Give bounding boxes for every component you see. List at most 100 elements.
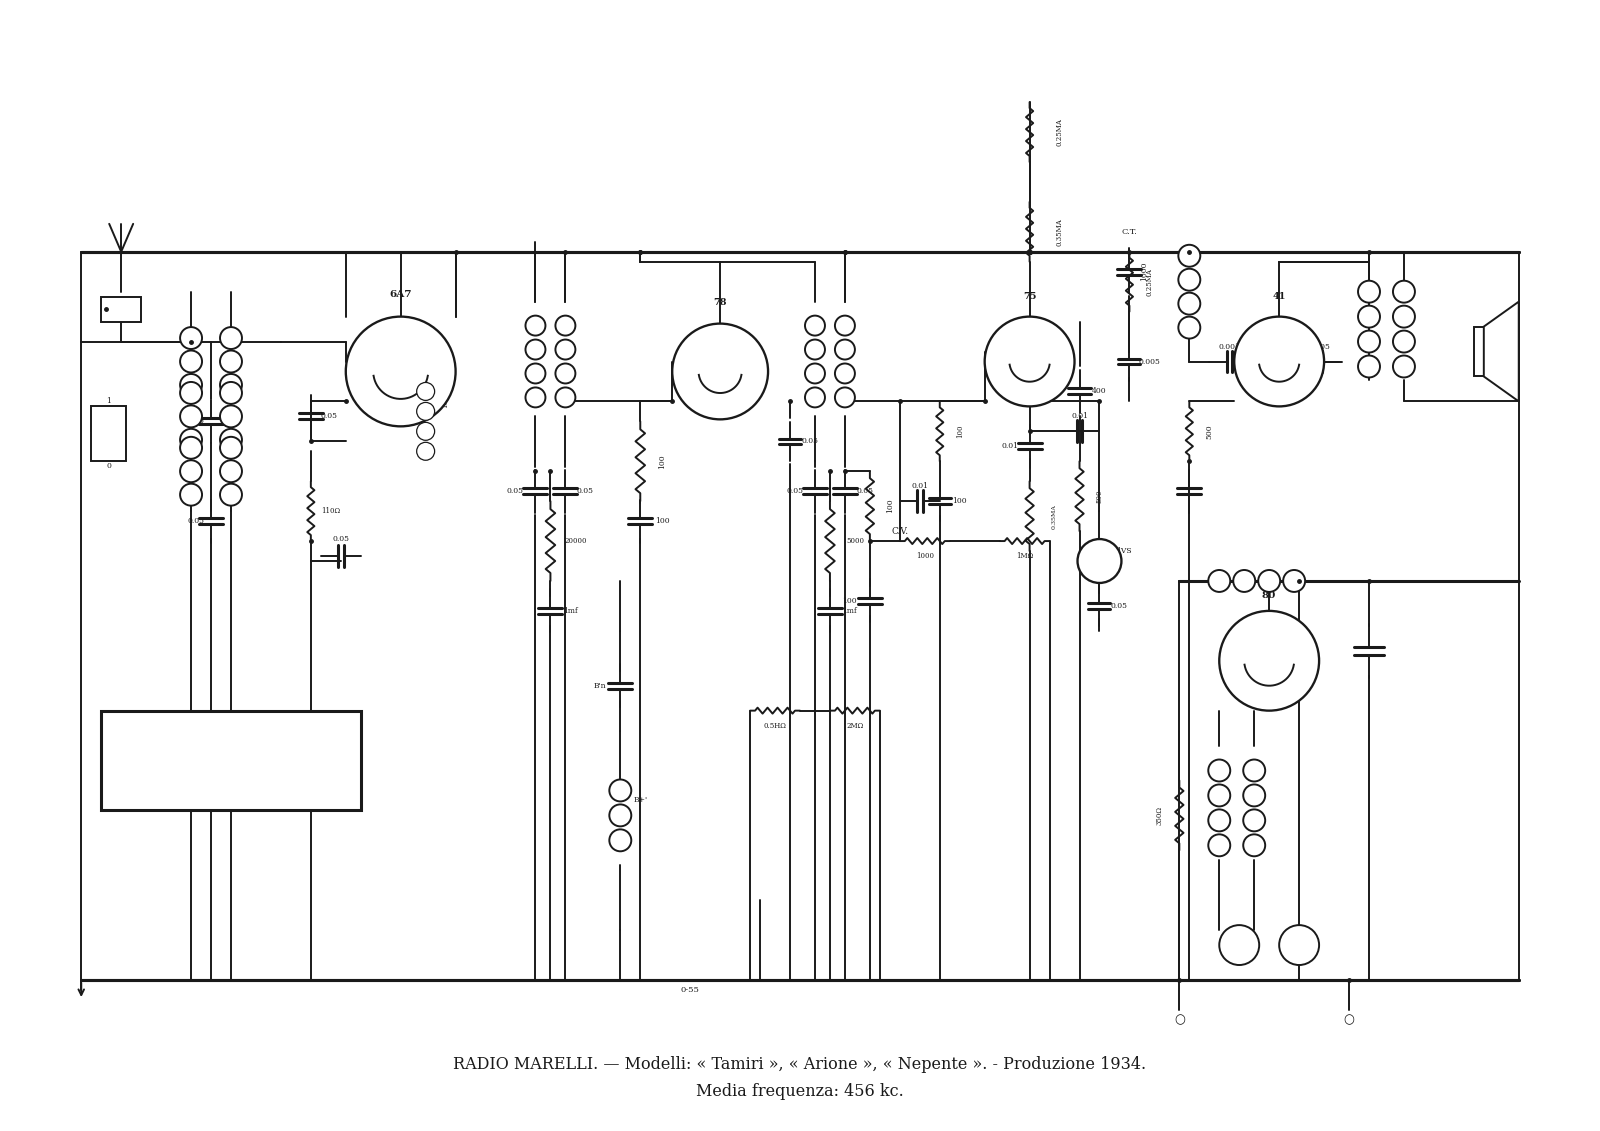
Circle shape (610, 804, 632, 827)
Bar (1474, 327, 1483, 377)
Circle shape (1208, 570, 1230, 592)
Text: 0.01: 0.01 (1070, 413, 1088, 421)
Text: 0.01: 0.01 (912, 482, 928, 490)
Circle shape (1283, 570, 1306, 592)
Text: 0.05: 0.05 (856, 487, 874, 495)
Circle shape (1243, 835, 1266, 856)
Circle shape (984, 317, 1075, 406)
Text: 100: 100 (952, 498, 966, 506)
Text: V: V (1296, 941, 1302, 950)
Circle shape (1208, 760, 1230, 782)
Text: ○: ○ (1174, 1013, 1184, 1026)
Text: 400: 400 (1093, 388, 1107, 396)
Text: 1000: 1000 (1141, 262, 1149, 282)
Circle shape (221, 405, 242, 428)
Text: C.V.: C.V. (891, 527, 909, 536)
Circle shape (805, 316, 826, 336)
Text: 100: 100 (955, 424, 963, 438)
Circle shape (221, 437, 242, 459)
Text: 0.05: 0.05 (787, 487, 803, 495)
Text: 1000: 1000 (915, 552, 934, 560)
Text: 350Ω: 350Ω (1155, 806, 1163, 824)
Circle shape (525, 339, 546, 360)
Text: 5000: 5000 (846, 537, 864, 545)
Text: 1MΩ: 1MΩ (1016, 552, 1034, 560)
Circle shape (181, 460, 202, 482)
Text: 0.01: 0.01 (1002, 442, 1018, 450)
Text: RADIOMARELLI: RADIOMARELLI (178, 729, 285, 742)
Circle shape (221, 382, 242, 404)
Text: B'n: B'n (594, 682, 606, 690)
Circle shape (181, 374, 202, 396)
Circle shape (1394, 330, 1414, 353)
Bar (101, 296, 141, 321)
Circle shape (1358, 355, 1379, 378)
Circle shape (835, 363, 854, 383)
Circle shape (416, 403, 435, 421)
Circle shape (416, 382, 435, 400)
Bar (91, 406, 126, 461)
Circle shape (1258, 570, 1280, 592)
Bar (101, 710, 360, 811)
Circle shape (221, 374, 242, 396)
Text: B+: B+ (1272, 647, 1286, 655)
Circle shape (181, 429, 202, 451)
Text: 0: 0 (106, 463, 110, 470)
Circle shape (1358, 280, 1379, 303)
Circle shape (555, 316, 576, 336)
Circle shape (1394, 280, 1414, 303)
Circle shape (1394, 355, 1414, 378)
Text: 0.35MA: 0.35MA (1053, 503, 1058, 528)
Circle shape (835, 339, 854, 360)
Circle shape (805, 339, 826, 360)
Circle shape (416, 422, 435, 440)
Circle shape (1219, 611, 1318, 710)
Text: A: A (1235, 941, 1243, 950)
Text: 500: 500 (1205, 424, 1213, 439)
Circle shape (1178, 317, 1200, 338)
Circle shape (835, 316, 854, 336)
Text: 78: 78 (714, 297, 726, 307)
Circle shape (610, 829, 632, 852)
Text: 100: 100 (886, 499, 894, 513)
Text: 0.005: 0.005 (1139, 357, 1160, 365)
Circle shape (1243, 785, 1266, 806)
Text: 0.05: 0.05 (320, 413, 338, 421)
Text: 1mf: 1mf (563, 607, 578, 615)
Circle shape (221, 484, 242, 506)
Circle shape (525, 316, 546, 336)
Text: 0.05: 0.05 (578, 487, 594, 495)
Circle shape (181, 437, 202, 459)
Circle shape (181, 351, 202, 372)
Text: 75: 75 (1022, 292, 1037, 301)
Circle shape (1208, 810, 1230, 831)
Text: 110Ω: 110Ω (322, 507, 341, 515)
Circle shape (1278, 925, 1318, 965)
Text: 0.05: 0.05 (802, 438, 819, 446)
Circle shape (221, 460, 242, 482)
Text: 0.05: 0.05 (333, 535, 349, 543)
Text: 100: 100 (442, 395, 450, 408)
Text: C.T.: C.T. (1122, 227, 1138, 236)
Text: 0.001: 0.001 (1218, 343, 1240, 351)
Circle shape (555, 339, 576, 360)
Text: 100: 100 (654, 517, 669, 525)
Text: 100: 100 (843, 597, 858, 605)
Circle shape (1394, 305, 1414, 328)
Circle shape (610, 779, 632, 802)
Circle shape (1077, 539, 1122, 582)
Text: 0.05: 0.05 (187, 517, 205, 525)
Circle shape (1178, 269, 1200, 291)
Text: ○: ○ (1344, 1013, 1355, 1026)
Circle shape (1234, 570, 1256, 592)
Text: 0.25MA: 0.25MA (1146, 268, 1154, 295)
Circle shape (416, 442, 435, 460)
Circle shape (1234, 317, 1325, 406)
Text: Media frequenza: 456 kc.: Media frequenza: 456 kc. (696, 1083, 904, 1100)
Text: 100: 100 (658, 454, 666, 468)
Circle shape (181, 405, 202, 428)
Text: 0-55: 0-55 (680, 986, 699, 994)
Text: 80: 80 (1262, 592, 1277, 601)
Circle shape (1358, 305, 1379, 328)
Text: RADIO MARELLI. — Modelli: « Tamiri », « Arione », « Nepente ». - Produzione 1934: RADIO MARELLI. — Modelli: « Tamiri », « … (453, 1056, 1147, 1073)
